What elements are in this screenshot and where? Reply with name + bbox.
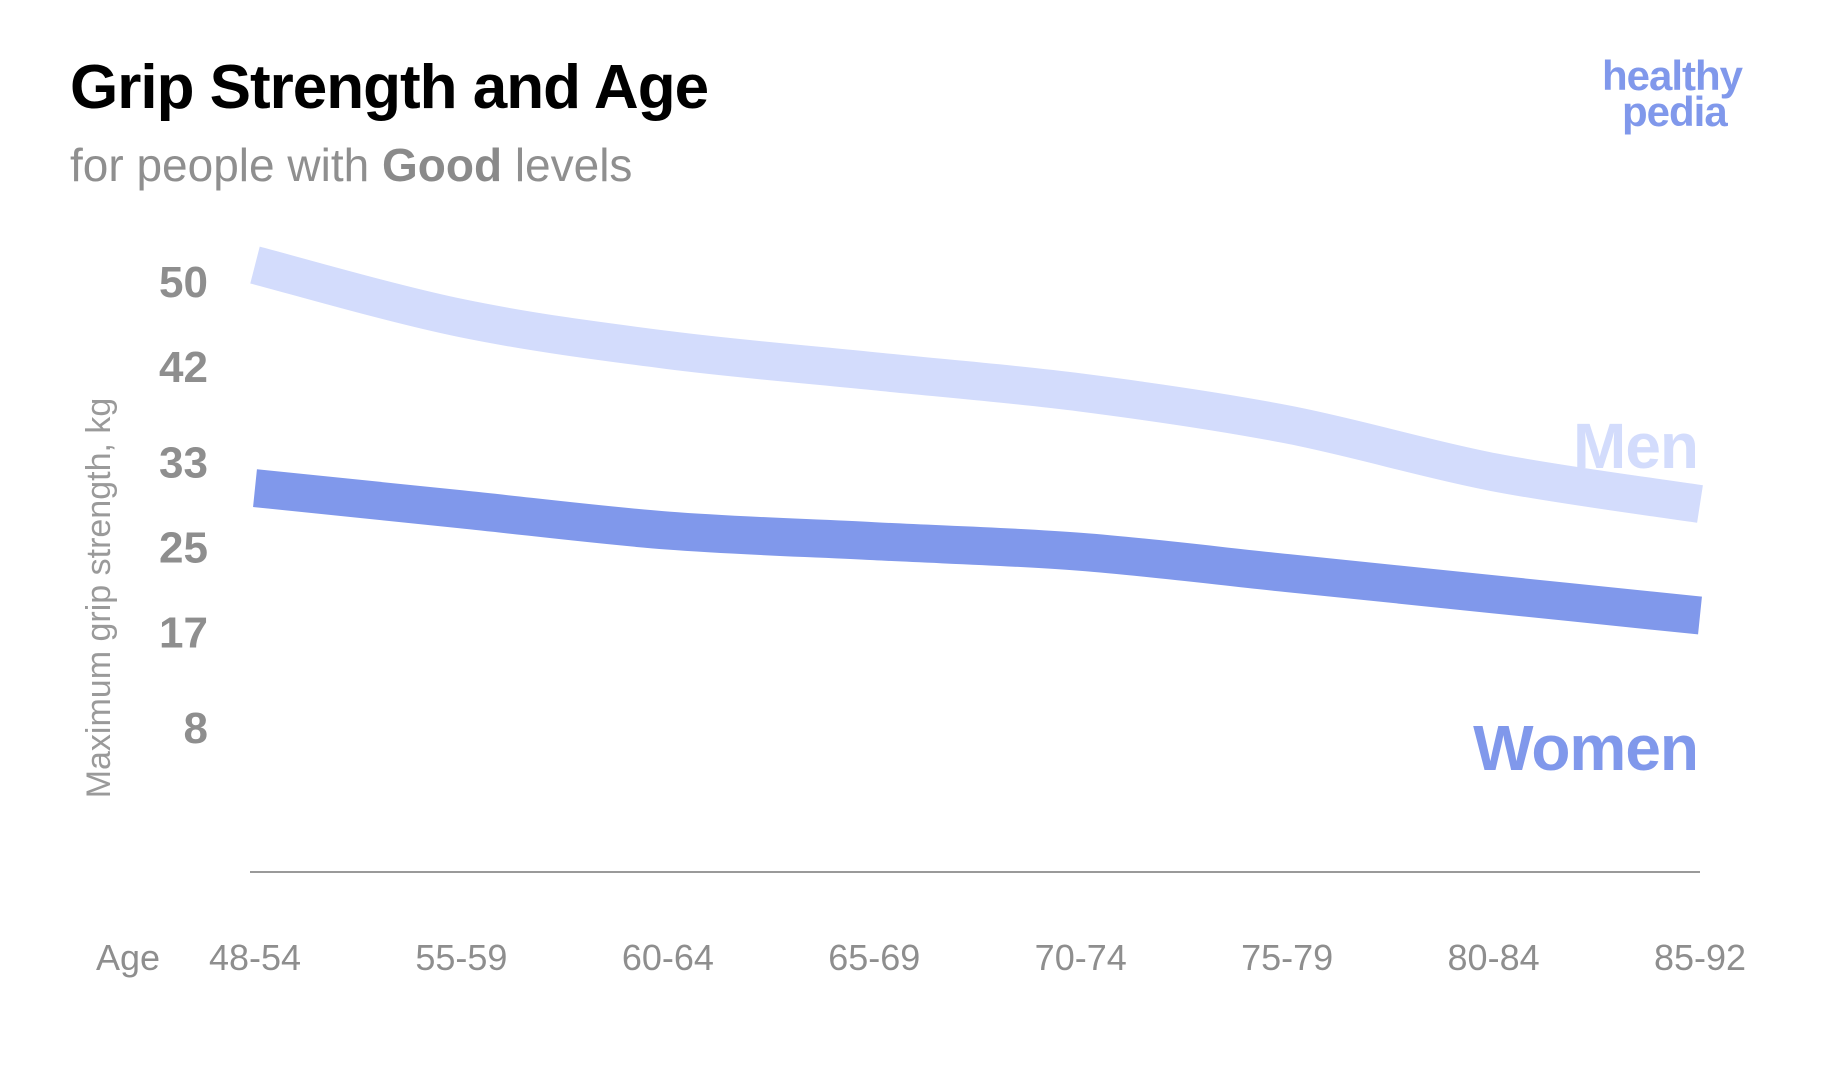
- y-tick-label: 33: [159, 439, 208, 488]
- x-axis-label: Age: [96, 937, 160, 978]
- healthypedia-logo: healthy pedia: [1602, 52, 1743, 135]
- x-tick-label: 65-69: [828, 937, 920, 978]
- series-label-men: Men: [1573, 410, 1698, 482]
- subtitle-suffix: levels: [502, 139, 633, 191]
- x-tick-label: 55-59: [415, 937, 507, 978]
- series-label-women: Women: [1473, 712, 1698, 784]
- x-tick-label: 48-54: [209, 937, 301, 978]
- series-line-men: [250, 246, 1703, 523]
- x-tick-label: 75-79: [1241, 937, 1333, 978]
- logo-line-1: healthy: [1602, 52, 1743, 99]
- y-tick-label: 50: [159, 258, 208, 307]
- y-tick-label: 8: [184, 704, 208, 753]
- subtitle-bold: Good: [381, 139, 503, 191]
- y-tick-label: 25: [159, 524, 208, 573]
- x-tick-label: 70-74: [1035, 937, 1127, 978]
- x-tick-label: 60-64: [622, 937, 714, 978]
- y-tick-label: 17: [159, 608, 208, 657]
- y-tick-label: 42: [159, 343, 208, 392]
- subtitle-prefix: for people with: [70, 139, 382, 191]
- chart-subtitle: for people with Good levels: [70, 138, 632, 192]
- logo-line-2: pedia: [1622, 88, 1728, 135]
- y-axis-label: Maximum grip strength, kg: [80, 398, 118, 799]
- series-line-women: [253, 469, 1702, 635]
- x-tick-label: 85-92: [1654, 937, 1746, 978]
- chart-title: Grip Strength and Age: [70, 53, 709, 122]
- x-tick-label: 80-84: [1448, 937, 1540, 978]
